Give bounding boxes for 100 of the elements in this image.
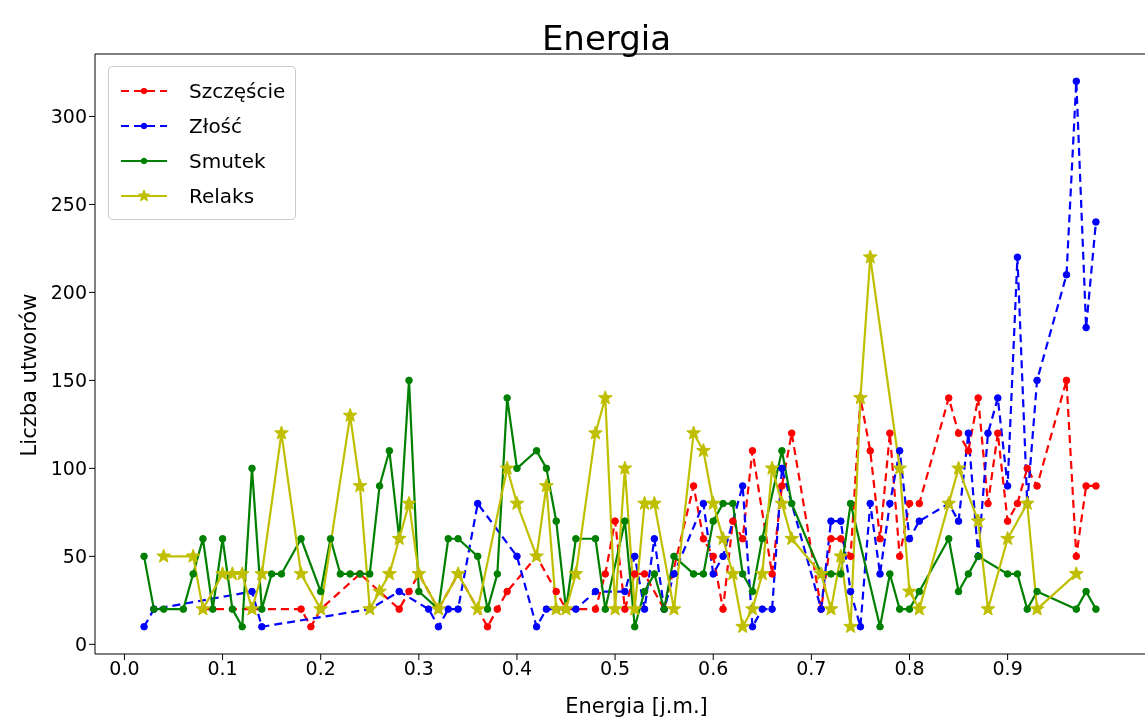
point xyxy=(778,482,786,490)
point xyxy=(640,605,649,613)
point xyxy=(1072,552,1081,561)
point xyxy=(846,552,855,561)
point xyxy=(1082,482,1090,490)
point xyxy=(1072,77,1081,86)
point xyxy=(994,429,1002,437)
point xyxy=(689,482,698,490)
point xyxy=(778,464,786,473)
x-axis-title: Energia [j.m.] xyxy=(564,694,709,718)
point xyxy=(954,517,963,525)
point xyxy=(1013,499,1022,508)
point xyxy=(140,622,148,631)
y-tick-label: 150 xyxy=(50,369,87,392)
point xyxy=(650,534,659,543)
point xyxy=(552,587,561,596)
legend-label: Złość xyxy=(189,113,243,138)
y-tick-label: 0 xyxy=(74,633,87,656)
legend-label: Relaks xyxy=(189,183,255,208)
point xyxy=(513,552,521,561)
point xyxy=(787,429,796,437)
point xyxy=(895,552,904,561)
point xyxy=(974,394,982,402)
point xyxy=(895,446,904,455)
point xyxy=(424,605,433,613)
point xyxy=(905,534,914,543)
point xyxy=(1003,482,1012,490)
point xyxy=(866,499,875,508)
legend-label: Szczęście xyxy=(189,78,286,103)
point xyxy=(297,605,305,613)
point xyxy=(503,587,511,596)
point xyxy=(1082,323,1090,332)
y-tick-label: 250 xyxy=(50,193,87,216)
point xyxy=(640,570,649,578)
point xyxy=(954,429,963,437)
point xyxy=(758,605,767,613)
point xyxy=(738,482,747,490)
point xyxy=(836,517,845,525)
point xyxy=(964,446,973,455)
point xyxy=(984,429,992,437)
point xyxy=(444,605,453,613)
point xyxy=(768,605,776,613)
point xyxy=(670,570,678,578)
point xyxy=(1033,482,1041,490)
point xyxy=(709,552,718,561)
point xyxy=(258,622,266,631)
point xyxy=(1092,482,1100,490)
point xyxy=(542,605,551,613)
point xyxy=(709,570,718,578)
point xyxy=(1092,218,1100,226)
point xyxy=(493,605,502,613)
point xyxy=(748,446,757,455)
point xyxy=(630,570,639,578)
point xyxy=(1023,464,1032,473)
x-tick-label: 0.0 xyxy=(109,657,140,680)
point xyxy=(866,446,875,455)
point xyxy=(483,622,492,631)
point xyxy=(748,622,757,631)
point xyxy=(876,570,884,578)
x-tick-label: 0.1 xyxy=(207,657,238,680)
point xyxy=(886,499,894,508)
y-tick-label: 300 xyxy=(50,105,87,128)
y-tick-label: 100 xyxy=(50,457,87,480)
x-tick-label: 0.8 xyxy=(894,657,925,680)
point xyxy=(915,517,924,525)
point xyxy=(876,534,884,543)
point xyxy=(719,605,727,613)
point xyxy=(836,534,845,543)
point xyxy=(905,499,914,508)
x-tick-label: 0.4 xyxy=(501,657,533,680)
point xyxy=(984,499,992,508)
point xyxy=(856,622,865,631)
point xyxy=(768,570,776,578)
point xyxy=(1003,517,1012,525)
x-tick-label: 0.5 xyxy=(599,657,631,680)
point xyxy=(738,534,747,543)
point xyxy=(434,622,443,631)
point xyxy=(395,605,404,613)
point xyxy=(621,605,629,613)
point xyxy=(827,517,835,525)
point xyxy=(886,429,894,437)
x-tick-label: 0.9 xyxy=(992,657,1023,680)
point xyxy=(248,587,256,596)
point xyxy=(591,605,600,613)
point xyxy=(1062,376,1071,385)
point xyxy=(719,552,727,561)
point xyxy=(1013,253,1022,262)
y-tick-label: 200 xyxy=(50,281,87,304)
x-tick-label: 0.2 xyxy=(305,657,336,680)
point xyxy=(964,429,973,437)
point xyxy=(405,587,413,596)
point xyxy=(621,587,629,596)
point xyxy=(1062,271,1071,279)
point xyxy=(307,622,315,631)
point xyxy=(699,499,708,508)
point xyxy=(454,605,462,613)
point xyxy=(591,587,600,596)
point xyxy=(630,552,639,561)
point xyxy=(846,587,855,596)
point xyxy=(729,517,737,525)
